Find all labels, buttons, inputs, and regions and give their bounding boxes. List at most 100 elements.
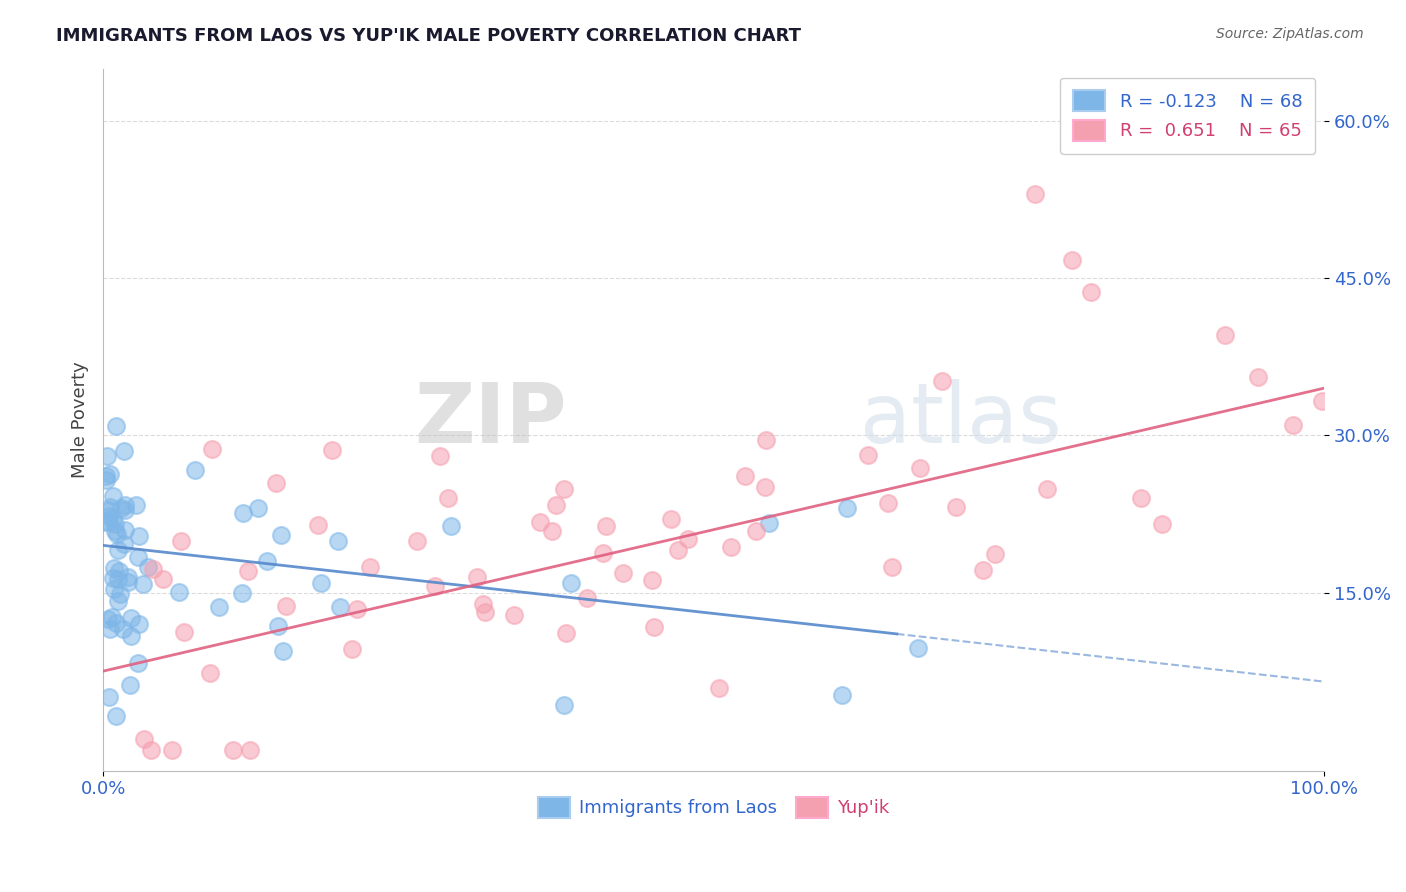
Point — [152, 572, 174, 586]
Text: Source: ZipAtlas.com: Source: ZipAtlas.com — [1216, 27, 1364, 41]
Point — [124, 498, 146, 512]
Point — [101, 610, 124, 624]
Point — [270, 528, 292, 542]
Point — [104, 517, 127, 532]
Point — [128, 528, 150, 542]
Point — [553, 483, 575, 497]
Point — [503, 607, 526, 622]
Point — [437, 491, 460, 506]
Point — [734, 469, 756, 483]
Point — [643, 620, 665, 634]
Point — [666, 543, 689, 558]
Point — [136, 560, 159, 574]
Point — [98, 515, 121, 529]
Point — [945, 500, 967, 515]
Point — [97, 611, 120, 625]
Point — [544, 498, 567, 512]
Text: ZIP: ZIP — [415, 379, 567, 460]
Point — [236, 564, 259, 578]
Point — [108, 587, 131, 601]
Point — [406, 534, 429, 549]
Point — [112, 537, 135, 551]
Point — [553, 698, 575, 713]
Point — [1024, 187, 1046, 202]
Point — [1130, 491, 1153, 506]
Point — [107, 572, 129, 586]
Point — [307, 518, 329, 533]
Point — [340, 642, 363, 657]
Point — [1062, 252, 1084, 267]
Point — [641, 573, 664, 587]
Point — [346, 602, 368, 616]
Point — [659, 512, 682, 526]
Point — [112, 444, 135, 458]
Point — [101, 571, 124, 585]
Legend: Immigrants from Laos, Yup'ik: Immigrants from Laos, Yup'ik — [530, 789, 897, 825]
Point — [201, 442, 224, 457]
Point — [676, 533, 699, 547]
Y-axis label: Male Poverty: Male Poverty — [72, 361, 89, 478]
Point — [1282, 418, 1305, 433]
Point — [222, 743, 245, 757]
Point — [423, 579, 446, 593]
Point — [1213, 327, 1236, 342]
Point — [972, 563, 994, 577]
Point — [877, 496, 900, 510]
Point — [173, 624, 195, 639]
Point — [160, 743, 183, 757]
Point — [107, 594, 129, 608]
Point — [103, 561, 125, 575]
Point — [98, 500, 121, 514]
Point — [246, 501, 269, 516]
Point — [101, 511, 124, 525]
Point — [321, 443, 343, 458]
Point — [1312, 394, 1334, 409]
Point — [184, 463, 207, 477]
Text: atlas: atlas — [860, 379, 1062, 460]
Point — [97, 503, 120, 517]
Point — [592, 546, 614, 560]
Point — [931, 374, 953, 388]
Point — [111, 622, 134, 636]
Point — [754, 480, 776, 494]
Point — [127, 549, 149, 564]
Point — [98, 467, 121, 481]
Point — [93, 515, 115, 529]
Point — [755, 433, 778, 447]
Point — [232, 507, 254, 521]
Point — [758, 516, 780, 531]
Point — [127, 656, 149, 670]
Point — [139, 743, 162, 757]
Point — [707, 681, 730, 695]
Point — [1080, 285, 1102, 300]
Point — [105, 419, 128, 434]
Point — [276, 599, 298, 614]
Point — [120, 678, 142, 692]
Point — [128, 616, 150, 631]
Point — [239, 743, 262, 757]
Point — [908, 461, 931, 475]
Point — [117, 570, 139, 584]
Point — [120, 611, 142, 625]
Point — [529, 515, 551, 529]
Point — [273, 644, 295, 658]
Point — [97, 690, 120, 704]
Point — [103, 582, 125, 596]
Point — [595, 519, 617, 533]
Point — [907, 640, 929, 655]
Point — [120, 629, 142, 643]
Point — [105, 527, 128, 541]
Point — [1247, 369, 1270, 384]
Point — [465, 570, 488, 584]
Point — [474, 605, 496, 619]
Point — [141, 562, 163, 576]
Point — [97, 508, 120, 523]
Point — [96, 449, 118, 463]
Point — [107, 542, 129, 557]
Point — [104, 616, 127, 631]
Point — [326, 533, 349, 548]
Point — [831, 688, 853, 702]
Point — [720, 540, 742, 554]
Point — [1150, 517, 1173, 532]
Point — [104, 524, 127, 538]
